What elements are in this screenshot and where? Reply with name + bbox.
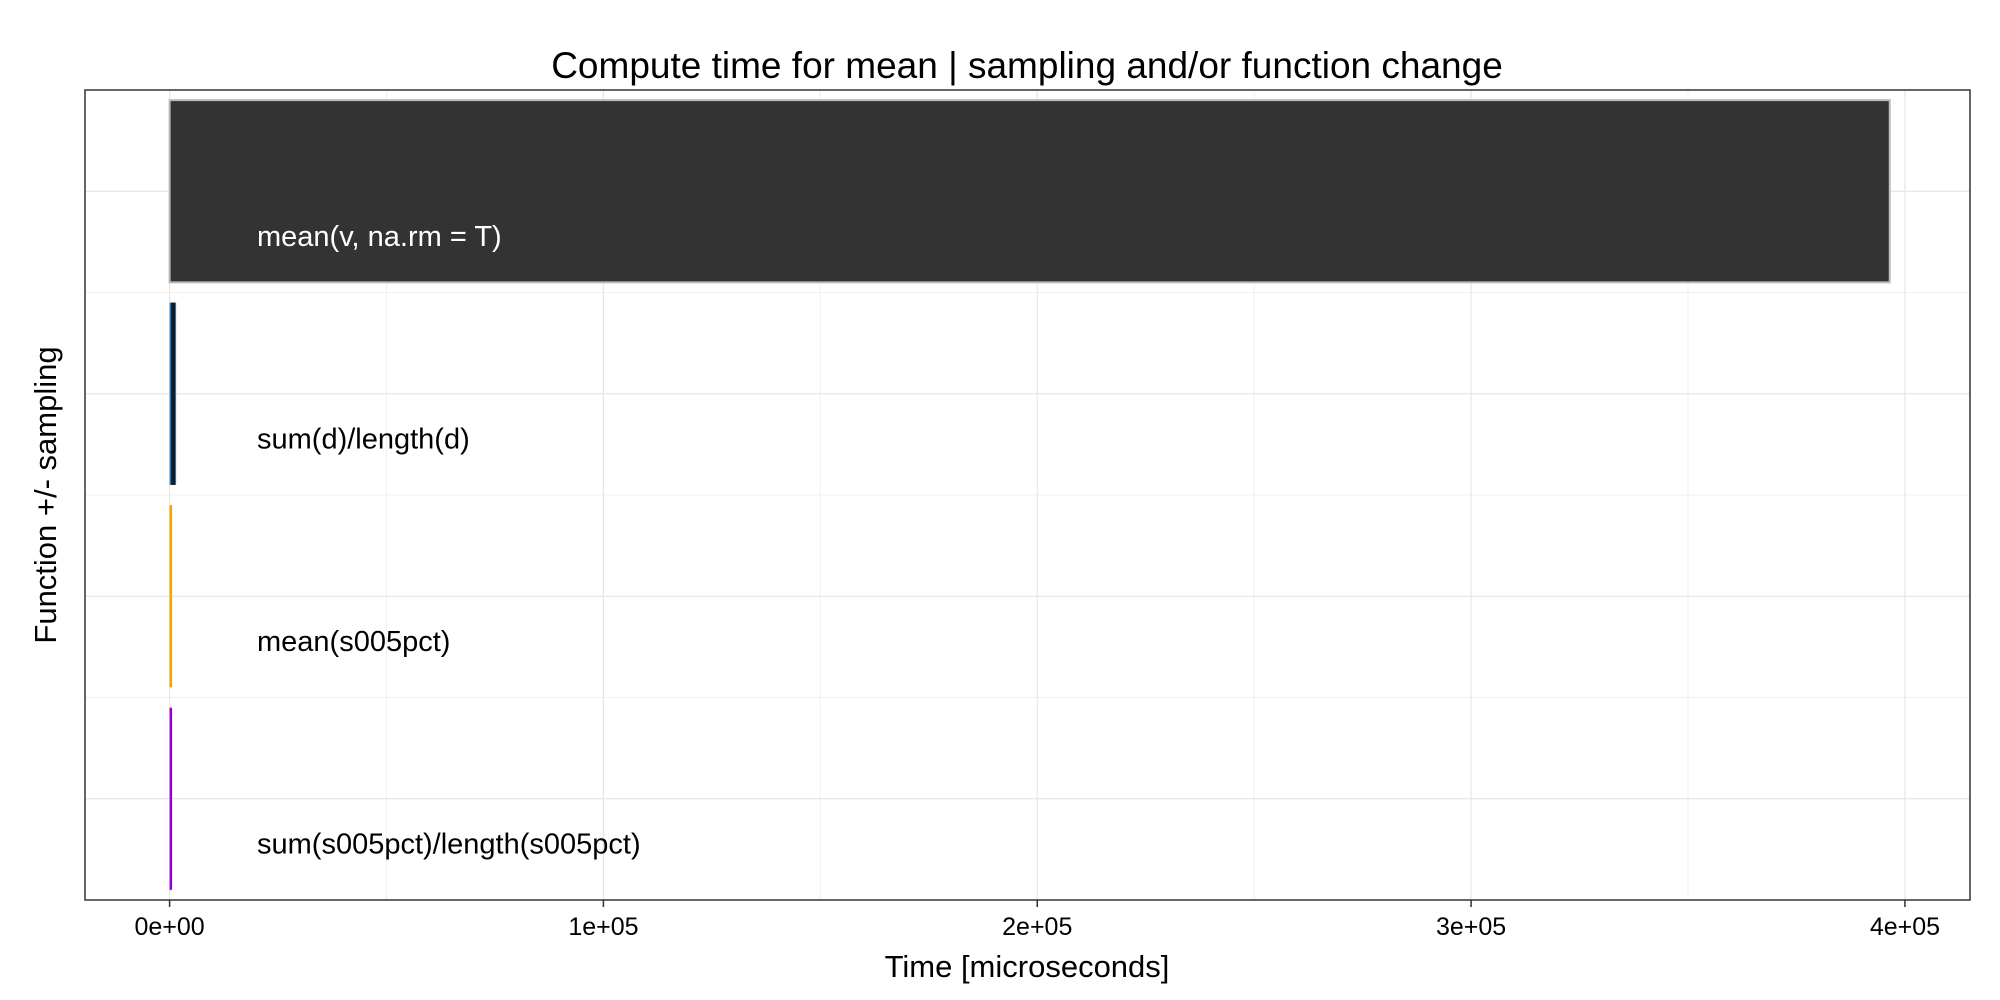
y-axis-title: Function +/- sampling [28,346,63,643]
bar [168,99,1891,284]
x-tick-label: 4e+05 [1870,913,1940,941]
chart-title: Compute time for mean | sampling and/or … [551,45,1503,86]
x-tick-label: 3e+05 [1436,913,1506,941]
x-axis: 0e+00 1e+05 2e+05 3e+05 4e+05 [134,900,1940,941]
x-axis-title: Time [microseconds] [885,949,1170,984]
plot-border [84,89,1971,901]
bar [169,707,173,890]
bar [169,505,173,688]
bar-labels: mean(v, na.rm = T) sum(d)/length(d) mean(s… [257,221,641,860]
bars [168,99,1891,890]
x-tick-label: 2e+05 [1002,913,1072,941]
bar-label: sum(s005pct)/length(s005pct) [257,828,641,860]
bar-label: sum(d)/length(d) [257,423,470,455]
x-tick-label: 1e+05 [568,913,638,941]
bar-label: mean(v, na.rm = T) [257,221,502,253]
x-tick-label: 0e+00 [134,913,204,941]
bar-outline [171,302,176,485]
bar-label: mean(s005pct) [257,626,450,658]
